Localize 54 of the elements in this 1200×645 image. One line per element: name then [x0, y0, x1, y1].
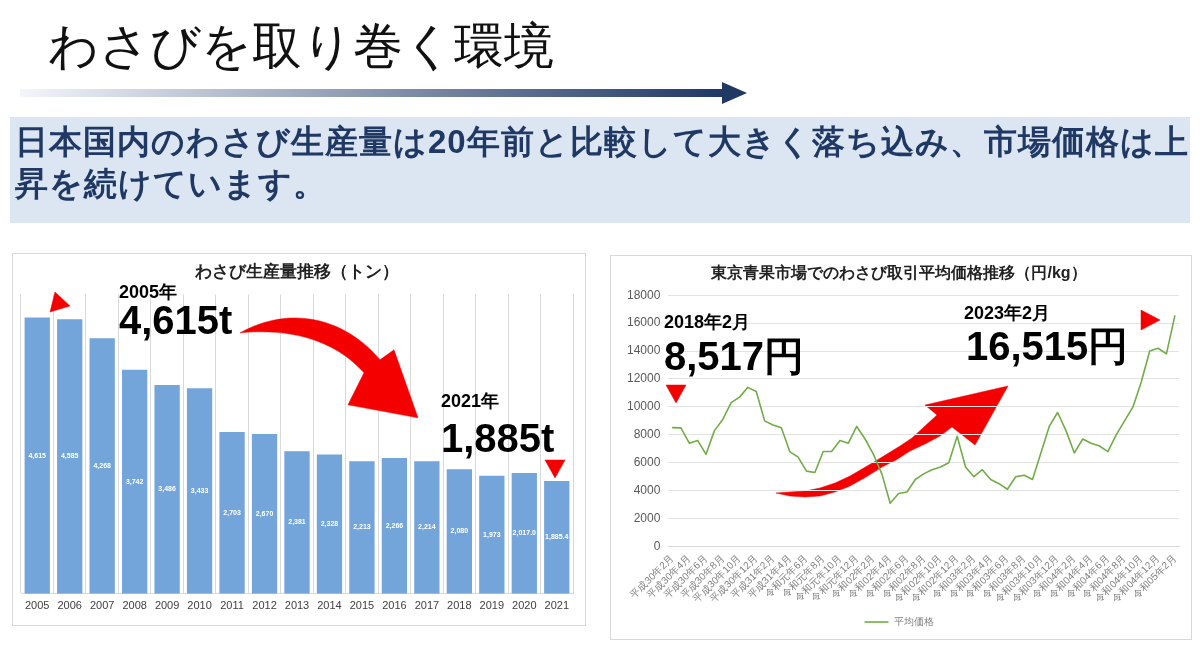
y-tick-label: 12000 — [626, 371, 661, 386]
x-tick-label: 2014 — [317, 599, 342, 612]
x-tick-label: 2019 — [479, 599, 505, 612]
y-tick-label: 2000 — [633, 510, 661, 525]
annotation: 1,885t — [441, 416, 555, 461]
x-tick-label: 2009 — [154, 599, 180, 612]
y-tick-label: 16000 — [626, 315, 661, 330]
x-tick-label: 2016 — [382, 599, 407, 612]
y-tick-label: 18000 — [626, 287, 661, 302]
x-tick-label: 2020 — [512, 599, 537, 612]
y-tick-label: 8000 — [633, 427, 661, 442]
chart-title: 東京青果市場でのわさび取引平均価格推移（円/kg） — [710, 264, 1087, 283]
x-tick-label: 2021 — [544, 599, 570, 612]
bar — [57, 319, 83, 594]
x-tick-label: 2013 — [284, 599, 310, 612]
bar — [251, 433, 278, 594]
annotation: 2021年 — [441, 390, 500, 411]
y-tick-label: 0 — [653, 538, 661, 553]
legend-label: 平均価格 — [893, 615, 934, 627]
y-tick-label: 4000 — [633, 482, 661, 497]
x-tick-label: 2018 — [447, 599, 472, 612]
y-tick-label: 14000 — [626, 343, 661, 358]
annotation: 2023年2月 — [964, 302, 1051, 323]
y-tick-label: 10000 — [626, 399, 661, 414]
bar — [511, 473, 537, 594]
x-tick-label: 2017 — [414, 599, 440, 612]
annotation: 2018年2月 — [664, 311, 751, 332]
bar — [284, 451, 310, 594]
x-tick-label: 2012 — [252, 599, 277, 612]
annotation: 8,517円 — [664, 334, 805, 379]
bar — [154, 385, 180, 594]
bar — [414, 461, 440, 594]
x-tick-label: 2010 — [187, 599, 212, 612]
text: わさびを取り巻く環境 — [48, 17, 554, 76]
bar — [89, 338, 115, 594]
text: 日本国内のわさび生産量は20年前と比較して大きく落ち込み、市場価格は上昇を続けています。 — [15, 122, 1190, 204]
annotation: 16,515円 — [966, 324, 1129, 369]
x-tick-label: 2005 — [24, 599, 50, 612]
bar — [24, 317, 50, 594]
x-tick-label: 2015 — [349, 599, 375, 612]
x-tick-label: 2006 — [57, 599, 82, 612]
bar — [349, 461, 375, 594]
bar — [381, 458, 408, 594]
chart-title: わさび生産量推移（トン） — [194, 261, 399, 281]
x-tick-label: 2007 — [89, 599, 115, 612]
bar — [122, 369, 148, 594]
x-tick-label: 2008 — [122, 599, 147, 612]
x-tick-label: 2011 — [220, 599, 244, 612]
bar — [446, 469, 472, 594]
bar — [186, 388, 213, 594]
bar — [479, 475, 505, 594]
bar — [316, 454, 343, 594]
y-tick-label: 6000 — [633, 455, 661, 470]
bar — [219, 431, 245, 594]
